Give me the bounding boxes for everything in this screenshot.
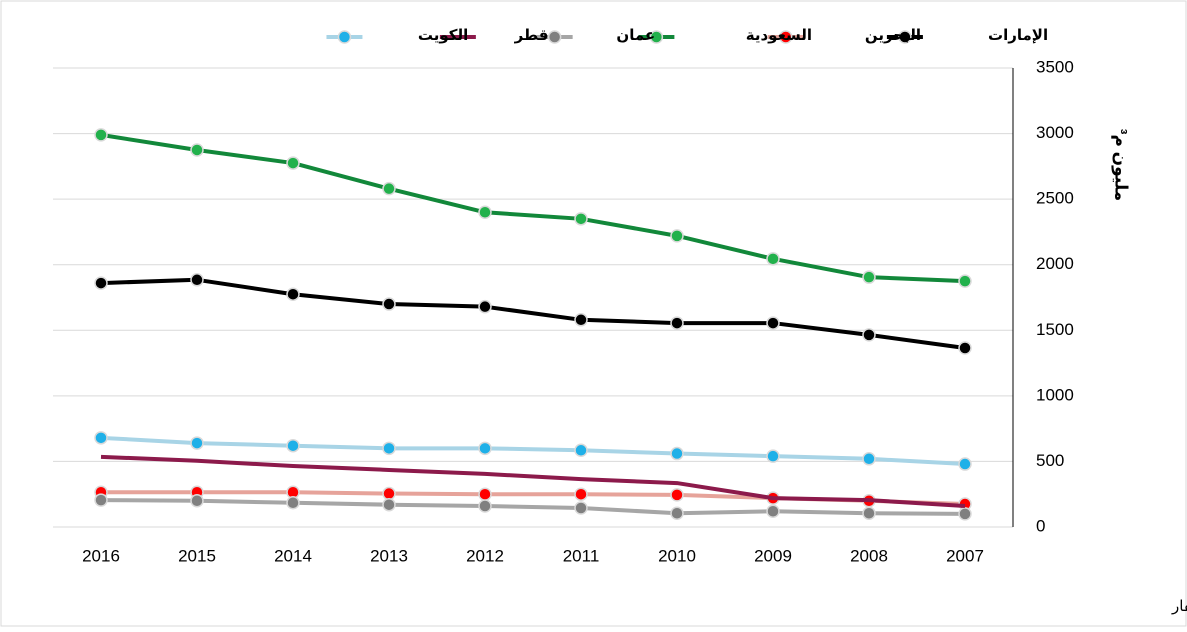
data-point	[94, 276, 108, 290]
data-point	[94, 493, 108, 507]
y-tick-label: 3000	[1036, 123, 1074, 142]
data-point	[478, 441, 492, 456]
y-tick-label: 1500	[1036, 320, 1074, 339]
x-tick-label: 2013	[370, 546, 408, 565]
data-point	[862, 328, 876, 342]
x-tick-label: 2007	[946, 546, 984, 565]
data-point	[94, 128, 108, 142]
data-point	[574, 313, 588, 327]
data-point	[766, 316, 780, 330]
data-point	[958, 274, 972, 288]
data-point	[862, 270, 876, 284]
data-point	[862, 506, 876, 520]
series-line	[100, 132, 966, 284]
data-point	[190, 494, 204, 508]
data-point	[478, 487, 492, 501]
data-point	[574, 212, 588, 226]
data-point	[670, 229, 684, 243]
y-tick-label: 3500	[1036, 57, 1074, 76]
legend-label: قطر	[514, 27, 549, 44]
data-point	[382, 486, 396, 501]
data-point	[574, 501, 588, 515]
legend-label: الكويت	[418, 27, 468, 44]
legend-marker	[778, 30, 793, 44]
data-point	[670, 506, 684, 520]
data-point	[478, 299, 492, 314]
data-point	[382, 297, 396, 311]
footnote: بيانات عمان لا تشمل محافظة ظفار	[1171, 598, 1187, 615]
data-point	[766, 449, 780, 463]
x-tick-label: 2009	[754, 546, 792, 565]
legend-label: الإمارات	[988, 27, 1048, 44]
legend-label: البحرين	[865, 27, 921, 44]
data-point	[190, 273, 204, 287]
y-tick-label: 2000	[1036, 254, 1074, 273]
data-point	[958, 507, 972, 521]
data-point	[94, 431, 108, 445]
y-tick-label: 500	[1036, 451, 1064, 470]
data-point	[958, 341, 972, 355]
series-line	[100, 454, 966, 509]
data-point	[382, 441, 396, 456]
legend-marker	[547, 30, 562, 44]
data-point	[286, 495, 300, 510]
data-point	[766, 504, 780, 519]
x-tick-label: 2011	[563, 546, 600, 565]
data-point	[286, 287, 300, 301]
series-line	[100, 435, 966, 467]
x-tick-label: 2015	[178, 546, 216, 565]
series-line	[100, 277, 966, 350]
data-point	[190, 143, 204, 157]
legend-label: عمان	[616, 27, 655, 44]
data-point	[862, 452, 876, 466]
data-point	[766, 252, 780, 266]
data-point	[190, 436, 204, 450]
y-tick-label: 2500	[1036, 189, 1074, 208]
x-tick-label: 2010	[658, 546, 696, 565]
x-tick-label: 2014	[274, 546, 312, 565]
data-point	[670, 488, 684, 502]
data-point	[958, 457, 972, 471]
data-point	[286, 156, 300, 170]
legend-marker	[649, 30, 664, 44]
data-point	[382, 181, 396, 196]
data-point	[286, 438, 300, 453]
data-point	[670, 446, 684, 461]
data-point	[574, 443, 588, 458]
y-tick-label: 0	[1036, 516, 1045, 535]
y-tick-label: 1000	[1036, 385, 1074, 404]
x-tick-label: 2008	[850, 546, 888, 565]
legend-marker	[898, 30, 912, 44]
series-line	[100, 498, 966, 516]
data-point	[382, 497, 396, 512]
legend-marker	[337, 30, 352, 44]
legend-label: السعودية	[746, 27, 812, 44]
data-point	[478, 499, 492, 513]
x-tick-label: 2012	[466, 546, 504, 565]
x-tick-label: 2016	[82, 546, 120, 565]
data-point	[574, 487, 588, 501]
data-point	[478, 205, 492, 220]
data-point	[670, 316, 684, 330]
y-axis-label: مليون م³	[1111, 129, 1131, 201]
